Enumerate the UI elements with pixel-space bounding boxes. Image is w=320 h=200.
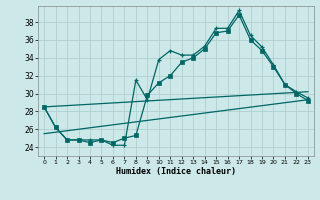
X-axis label: Humidex (Indice chaleur): Humidex (Indice chaleur)	[116, 167, 236, 176]
